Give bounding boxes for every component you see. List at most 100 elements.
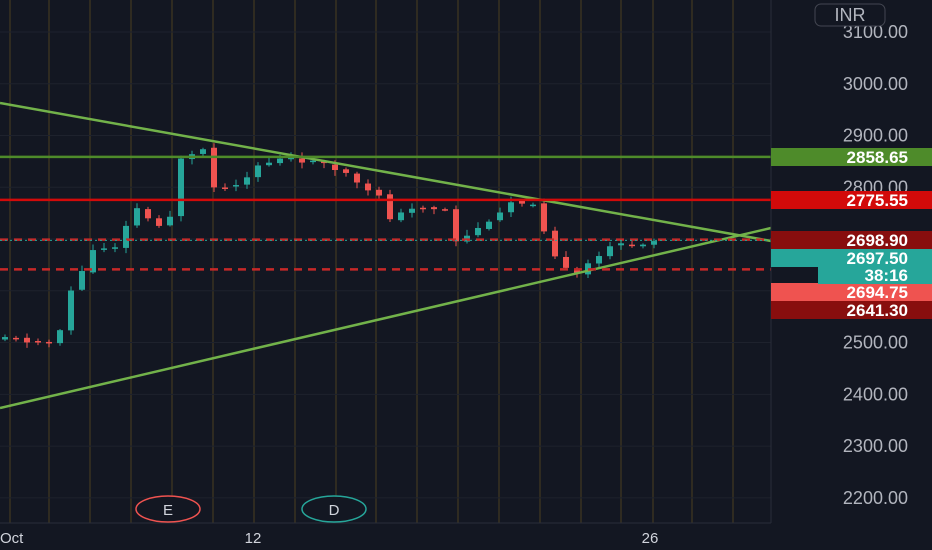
candle-body (475, 227, 481, 236)
candle-body (222, 187, 228, 189)
candle-body (211, 147, 217, 188)
candle-body (167, 216, 173, 226)
candle-body (24, 337, 30, 343)
candle-body (79, 271, 85, 290)
candle-body (387, 194, 393, 220)
candle-body (134, 208, 140, 226)
candle-body (68, 290, 74, 331)
candle-body (57, 330, 63, 344)
candle-body (233, 185, 239, 187)
trendlines (0, 101, 772, 410)
session-gridline (498, 0, 500, 523)
candle-body (178, 158, 184, 217)
session-gridline (9, 0, 11, 523)
candle-body (607, 246, 613, 257)
candles (2, 143, 657, 348)
dividend-marker[interactable]: D (301, 495, 367, 523)
candle-body (46, 341, 52, 344)
price-levels (0, 155, 771, 271)
candle-body (200, 149, 206, 154)
session-gridline (253, 0, 255, 523)
y-tick-label: 3000.00 (843, 74, 908, 94)
price-tag (771, 283, 932, 301)
price-tag (771, 249, 932, 267)
session-gridline (539, 0, 541, 523)
session-gridline (171, 0, 173, 523)
candle-body (255, 165, 261, 178)
session-gridline (620, 0, 622, 523)
price-gridlines (0, 31, 771, 499)
candle-body (398, 212, 404, 221)
candle-body (2, 337, 8, 340)
event-label: D (329, 502, 340, 519)
event-label: E (163, 502, 173, 519)
x-axis-labels: Oct 12 26 (0, 530, 658, 547)
candle-body (365, 183, 371, 191)
price-tag-label: 2697.50 (847, 249, 908, 268)
candle-body (277, 158, 283, 164)
candle-body (332, 164, 338, 171)
x-tick-label: Oct (0, 530, 24, 547)
price-tag (771, 148, 932, 166)
session-gridline (335, 0, 337, 523)
candle-body (409, 208, 415, 213)
session-gridline (212, 0, 214, 523)
candle-body (640, 244, 646, 247)
y-tick-label: 2900.00 (843, 126, 908, 146)
candle-body (453, 209, 459, 242)
candle-body (343, 169, 349, 173)
candle-body (442, 209, 448, 211)
y-tick-label: 2500.00 (843, 333, 908, 353)
candle-body (112, 247, 118, 249)
y-tick-label: 2300.00 (843, 436, 908, 456)
currency-badge[interactable]: INR (814, 3, 886, 27)
candle-body (497, 212, 503, 221)
candle-body (101, 248, 107, 250)
price-tag-label: 2641.30 (847, 301, 908, 320)
candle-body (420, 207, 426, 210)
price-tag-label: 2858.65 (847, 148, 908, 167)
candle-body (508, 202, 514, 213)
price-tag (771, 191, 932, 209)
trendline[interactable] (0, 226, 772, 410)
candle-body (552, 230, 558, 257)
candle-body (145, 209, 151, 219)
candle-body (156, 218, 162, 226)
price-tag-label: 2694.75 (847, 283, 908, 302)
candle-body (90, 250, 96, 273)
price-tag-label: 2698.90 (847, 231, 908, 250)
candle-body (629, 244, 635, 247)
session-gridline (732, 0, 734, 523)
countdown-label: 38:16 (865, 266, 908, 285)
session-gridline (130, 0, 132, 523)
candle-body (596, 256, 602, 264)
candle-body (431, 207, 437, 210)
session-gridline (580, 0, 582, 523)
candle-body (651, 241, 657, 245)
candle-body (541, 203, 547, 232)
candle-body (563, 256, 569, 268)
candle-body (486, 221, 492, 229)
time-axis[interactable] (0, 523, 932, 550)
candle-body (574, 268, 580, 274)
session-gridline (416, 0, 418, 523)
candle-body (310, 160, 316, 163)
earnings-marker[interactable]: E (135, 495, 201, 523)
candle-body (123, 225, 129, 248)
trendline[interactable] (0, 101, 772, 243)
candle-body (530, 204, 536, 207)
price-tag (771, 301, 932, 319)
y-tick-label: 2400.00 (843, 384, 908, 404)
candle-body (618, 243, 624, 246)
session-gridline (48, 0, 50, 523)
session-gridline (691, 0, 693, 523)
candle-body (244, 177, 250, 185)
candle-body (376, 189, 382, 196)
candle-body (266, 162, 272, 166)
candle-body (299, 158, 305, 163)
currency-label: INR (835, 5, 866, 25)
session-gridline (652, 0, 654, 523)
